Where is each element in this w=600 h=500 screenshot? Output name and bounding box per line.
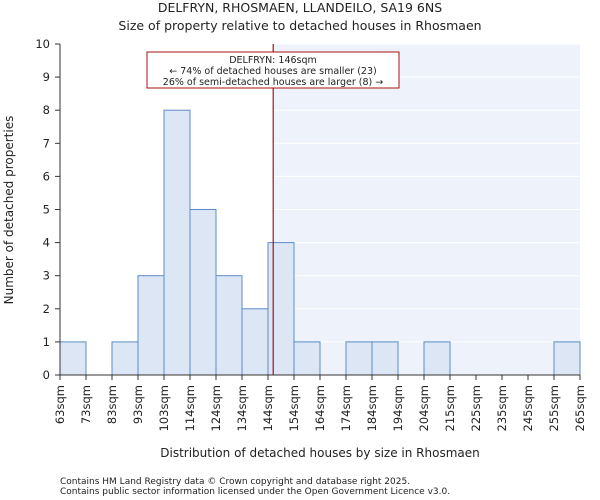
annotation-border (146, 51, 400, 89)
x-tick-label: 184sqm (365, 385, 379, 431)
bar-124sqm (215, 275, 243, 376)
x-tick-label: 103sqm (157, 385, 171, 431)
annotation-line-1: DELFRYN: 146sqm (229, 55, 317, 66)
bar-204sqm (423, 341, 451, 376)
x-tick-label: 93sqm (131, 385, 145, 424)
footer-line-2: Contains public sector information licen… (60, 487, 450, 497)
annotation-line-2: ← 74% of detached houses are smaller (23… (169, 66, 376, 77)
bar-114sqm (189, 209, 217, 376)
y-tick-label: 10 (35, 37, 50, 51)
x-tick-label: 245sqm (521, 385, 535, 431)
y-tick-label: 4 (43, 236, 50, 250)
x-tick-label: 124sqm (209, 385, 223, 431)
y-tick-label: 8 (43, 103, 50, 117)
y-tick-label: 7 (43, 136, 50, 150)
y-tick-label: 5 (43, 203, 50, 217)
bar-144sqm (267, 242, 295, 376)
y-axis-label: Number of detached properties (2, 116, 16, 305)
x-tick-label: 235sqm (495, 385, 509, 431)
x-axis-label: Distribution of detached houses by size … (160, 446, 479, 460)
x-tick-label: 83sqm (105, 385, 119, 424)
x-tick-label: 215sqm (443, 385, 457, 431)
x-tick-label: 225sqm (469, 385, 483, 431)
x-tick-label: 63sqm (53, 385, 67, 424)
y-tick-label: 2 (43, 302, 50, 316)
y-tick-label: 0 (43, 368, 50, 382)
annotation-line-3: 26% of semi-detached houses are larger (… (163, 77, 383, 88)
x-tick-label: 114sqm (183, 385, 197, 431)
y-tick-label: 3 (43, 269, 50, 283)
bar-184sqm (371, 341, 399, 376)
bar-134sqm (241, 308, 269, 376)
annotation-box: DELFRYN: 146sqm ← 74% of detached houses… (146, 51, 400, 89)
x-tick-label: 255sqm (547, 385, 561, 431)
chart-subtitle: Size of property relative to detached ho… (118, 18, 481, 33)
x-tick-label: 174sqm (339, 385, 353, 431)
bar-83sqm (111, 341, 139, 376)
x-tick-label: 164sqm (313, 385, 327, 431)
footer-line-1: Contains HM Land Registry data © Crown c… (60, 477, 410, 487)
x-tick-label: 265sqm (573, 385, 587, 431)
bar-93sqm (137, 275, 165, 376)
bar-103sqm (163, 109, 191, 376)
x-tick-label: 144sqm (261, 385, 275, 431)
x-tick-label: 154sqm (287, 385, 301, 431)
y-tick-label: 1 (43, 335, 50, 349)
chart-title: DELFRYN, RHOSMAEN, LLANDEILO, SA19 6NS (158, 0, 442, 15)
x-tick-label: 194sqm (391, 385, 405, 431)
x-tick-label: 204sqm (417, 385, 431, 431)
y-tick-label: 6 (43, 169, 50, 183)
x-tick-label: 73sqm (79, 385, 93, 424)
bar-63sqm (59, 341, 87, 376)
y-tick-label: 9 (43, 70, 50, 84)
bar-154sqm (293, 341, 321, 376)
bar-174sqm (345, 341, 373, 376)
bar-255sqm (553, 341, 581, 376)
x-tick-label: 134sqm (235, 385, 249, 431)
